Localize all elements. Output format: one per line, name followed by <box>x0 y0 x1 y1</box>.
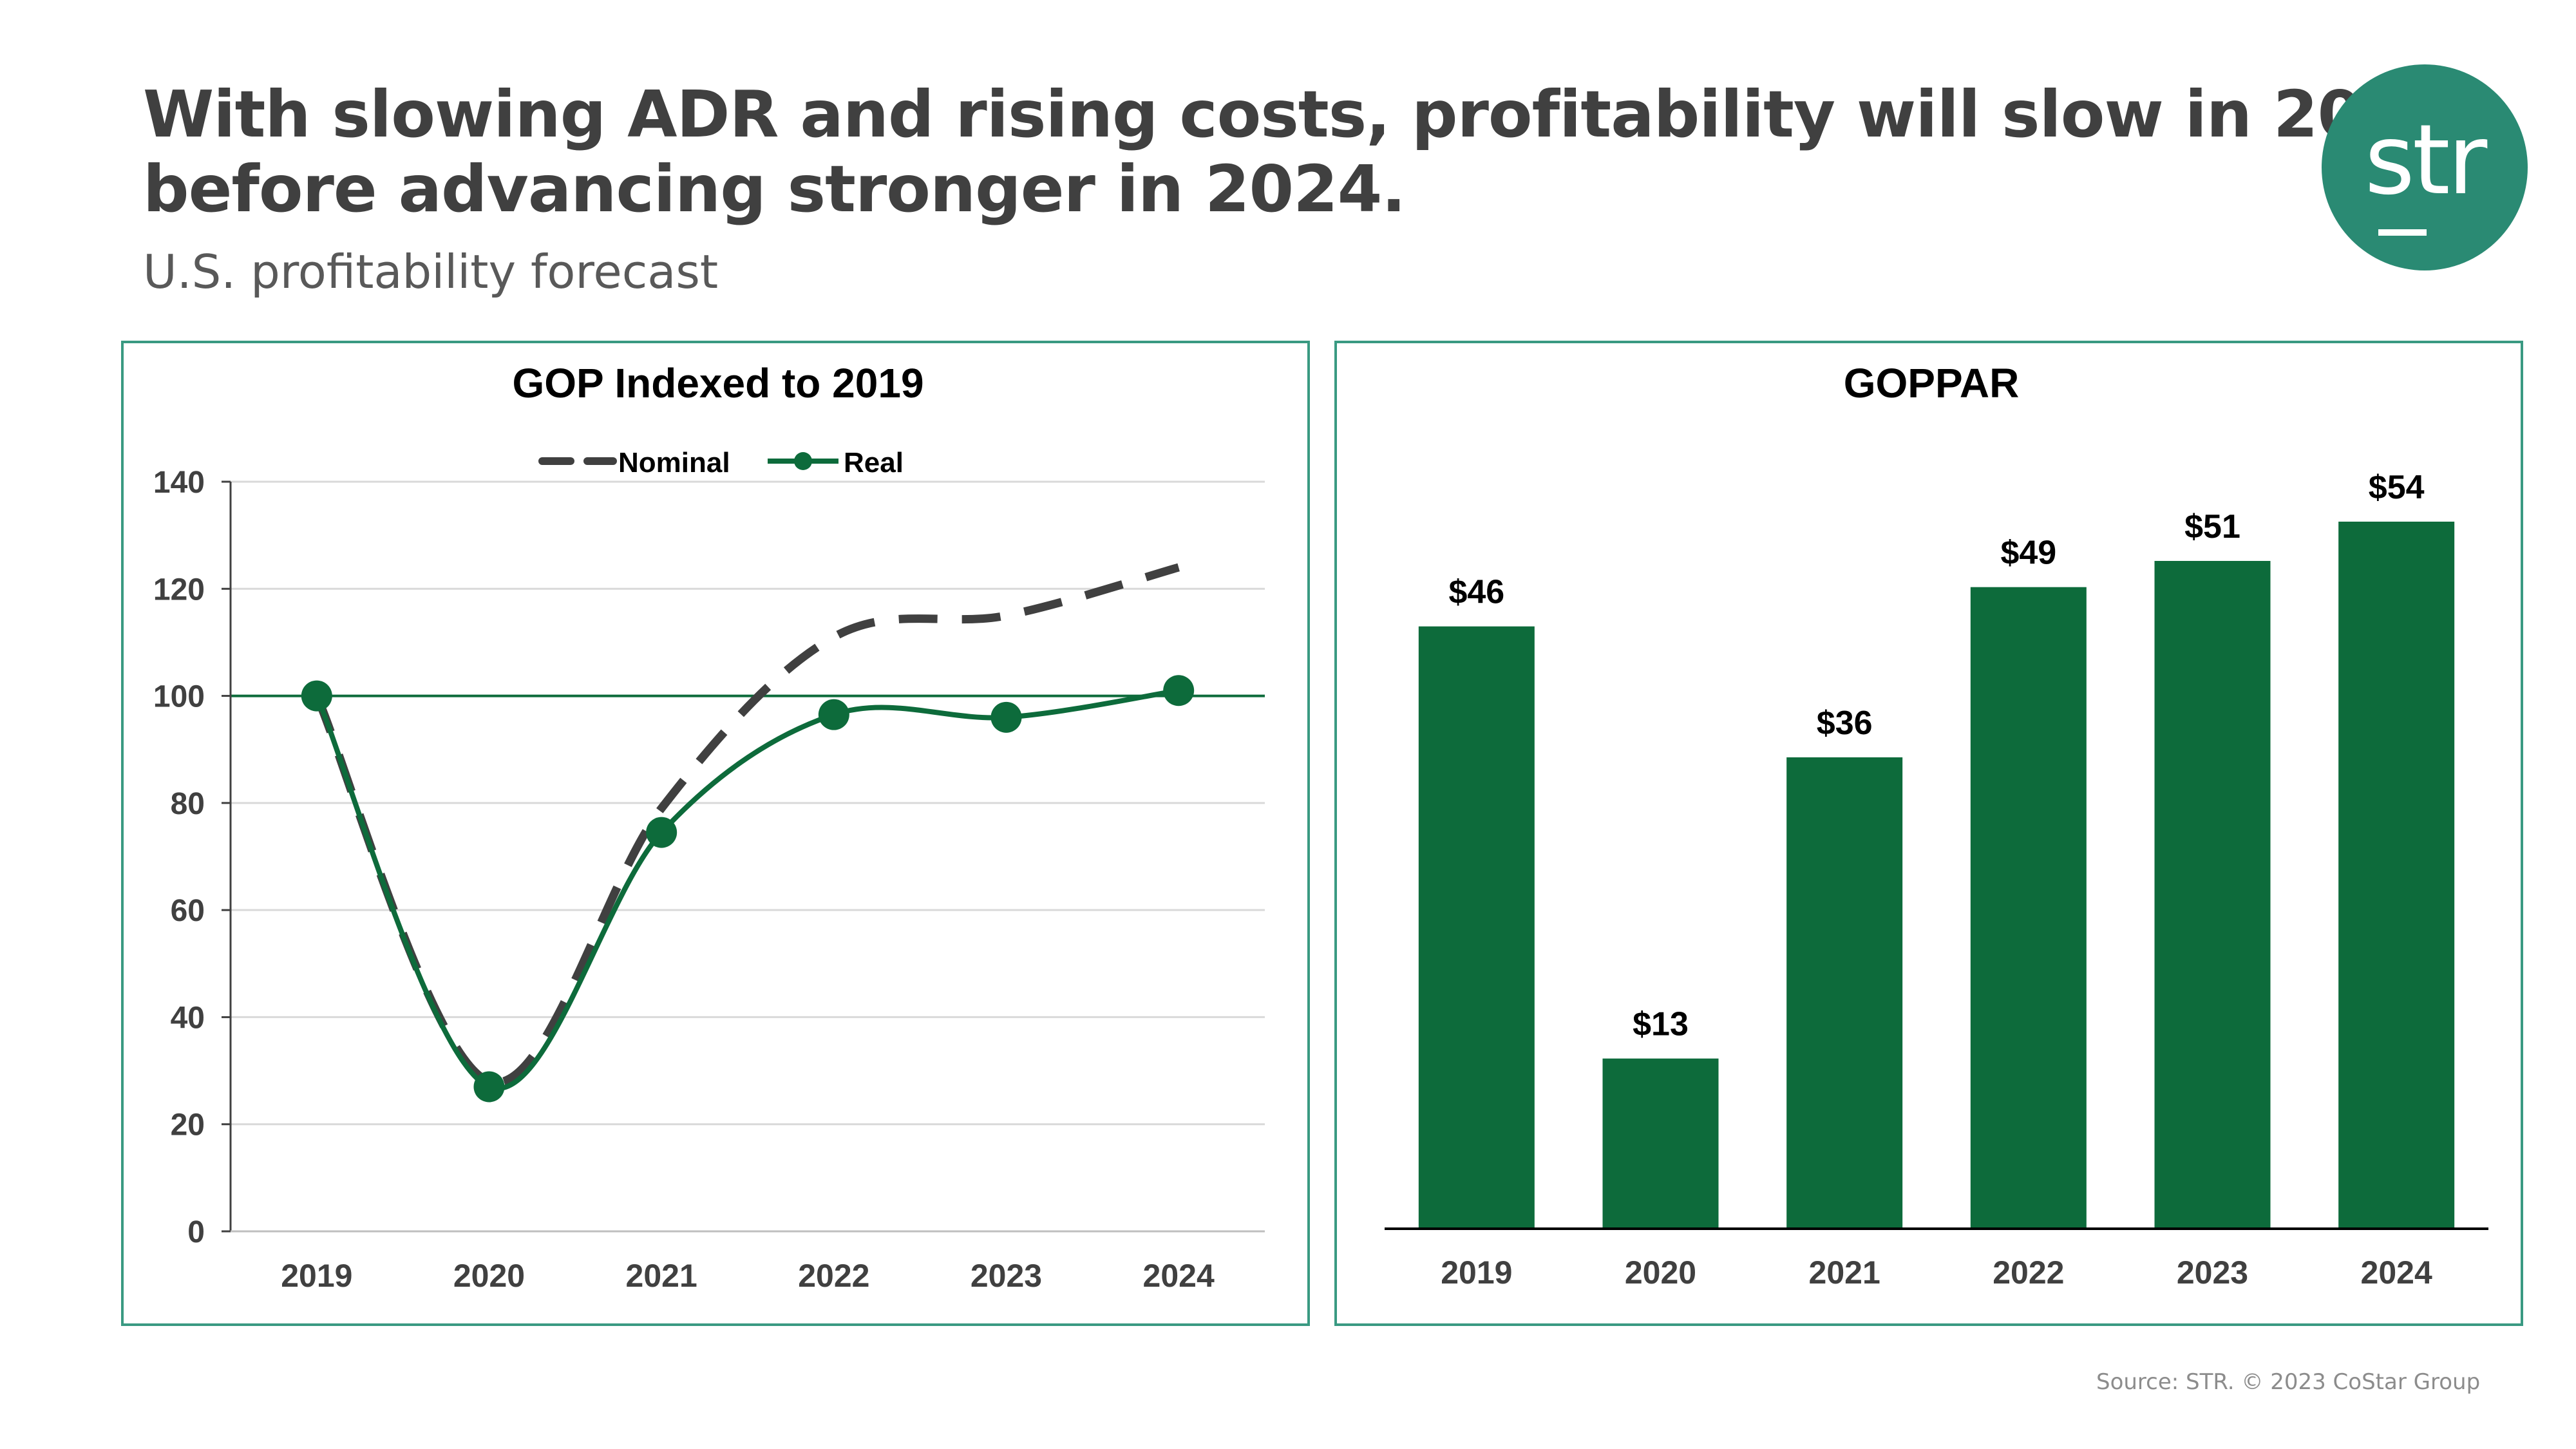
legend-real-marker <box>794 452 812 470</box>
chart-title: GOP Indexed to 2019 <box>512 360 923 406</box>
bar-value-label: $49 <box>2000 535 2056 572</box>
bar <box>2338 522 2455 1229</box>
series-real-marker <box>473 1071 505 1103</box>
bar <box>2154 561 2271 1229</box>
x-tick-label: 2023 <box>971 1258 1042 1294</box>
series-nominal-line <box>312 563 1180 1087</box>
legend-nominal-label: Nominal <box>618 447 730 478</box>
series-real-marker <box>646 817 677 848</box>
x-tick-label: 2023 <box>2177 1255 2248 1291</box>
x-tick-label: 2019 <box>1441 1255 1512 1291</box>
headline: With slowing ADR and rising costs, profi… <box>143 77 2450 227</box>
subtitle: U.S. profitability forecast <box>143 245 719 299</box>
x-tick-label: 2022 <box>798 1258 869 1294</box>
x-tick-label: 2024 <box>1143 1258 1215 1294</box>
y-tick-label: 60 <box>171 894 205 928</box>
str-logo: str <box>2322 64 2528 270</box>
x-tick-label: 2020 <box>453 1258 525 1294</box>
str-logo-underline <box>2378 229 2427 236</box>
bar <box>1418 626 1535 1229</box>
x-tick-label: 2021 <box>1809 1255 1880 1291</box>
y-tick-label: 140 <box>153 466 205 500</box>
series-real-marker <box>990 701 1022 733</box>
goppar-panel: GOPPAR $46 2019 $13 2020 $36 2021 $49 2022 $51 202… <box>1334 341 2523 1326</box>
x-tick-label: 2019 <box>281 1258 352 1294</box>
bar-value-label: $13 <box>1633 1006 1689 1043</box>
bar <box>1786 757 1903 1229</box>
chart-title: GOPPAR <box>1844 360 2020 406</box>
y-tick-label: 20 <box>171 1108 205 1142</box>
series-real-marker <box>1163 675 1195 706</box>
str-logo-text: str <box>2364 104 2488 216</box>
bar-value-label: $51 <box>2184 508 2240 545</box>
headline-line-1: With slowing ADR and rising costs, profi… <box>143 77 2450 152</box>
y-tick-label: 0 <box>187 1215 205 1249</box>
series-real-line <box>314 688 1179 1092</box>
legend-real-label: Real <box>844 447 904 478</box>
bar <box>1970 587 2087 1229</box>
y-tick-label: 120 <box>153 573 205 607</box>
x-tick-label: 2021 <box>626 1258 697 1294</box>
bar-value-label: $36 <box>1817 705 1873 742</box>
bar-value-label: $54 <box>2369 469 2425 506</box>
bar <box>1602 1058 1719 1229</box>
y-tick-label: 40 <box>171 1001 205 1035</box>
series-real-marker <box>818 699 849 730</box>
y-tick-label: 100 <box>153 680 205 714</box>
y-tick-label: 80 <box>171 787 205 821</box>
bar-value-label: $46 <box>1448 574 1504 611</box>
source-note: Source: STR. © 2023 CoStar Group <box>2096 1369 2481 1395</box>
x-tick-label: 2024 <box>2361 1255 2432 1291</box>
x-tick-label: 2022 <box>1993 1255 2064 1291</box>
gop-index-chart: GOP Indexed to 2019 0 20 40 60 80 100 120 140 201… <box>153 360 1265 1294</box>
headline-line-2: before advancing stronger in 2024. <box>143 151 1406 227</box>
x-tick-label: 2020 <box>1625 1255 1696 1291</box>
gop-index-panel: GOP Indexed to 2019 0 20 40 60 80 100 120 140 201… <box>121 341 1310 1326</box>
series-real-marker <box>301 680 332 712</box>
goppar-chart: GOPPAR $46 2019 $13 2020 $36 2021 $49 2022 $51 202… <box>1385 360 2488 1291</box>
